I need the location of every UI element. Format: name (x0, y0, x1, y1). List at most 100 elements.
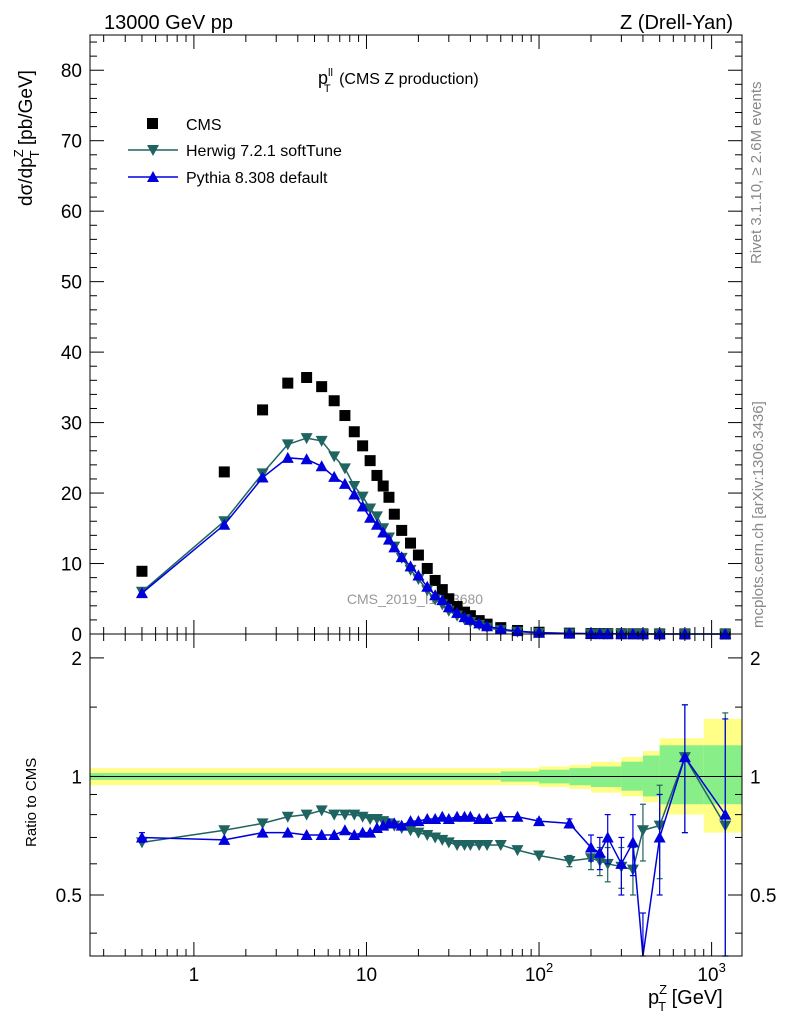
mcplots-text: mcplots.cern.ch [arXiv:1306.3436] (750, 401, 767, 628)
plot-title: pll T (CMS Z production) (318, 67, 479, 95)
cms-data-point (316, 381, 328, 393)
pythia-point (653, 627, 666, 639)
cms-data-point (257, 404, 269, 416)
x-tick-label-base: 10 (697, 965, 718, 986)
cms-data-point (383, 491, 395, 503)
x-tick-label-exponent: 2 (546, 960, 553, 975)
ratio-pythia-point (563, 817, 576, 829)
x-tick-label-base: 1 (189, 965, 200, 986)
pythia-point (328, 470, 341, 482)
ratio-herwig-point (511, 845, 524, 857)
pythia-point (218, 518, 231, 530)
x-tick-label-base: 10 (356, 965, 377, 986)
cms-data-point (339, 410, 351, 422)
main-line-pythia (141, 457, 726, 635)
plot-title-sub: T (324, 83, 331, 95)
ratio-herwig-point (464, 839, 477, 851)
ratio-herwig-point (412, 827, 425, 839)
ratio-pythia-point (593, 846, 606, 858)
plot-title-sup: ll (328, 67, 333, 79)
ratio-herwig-point (315, 805, 328, 817)
x-axis-label: pZ T [GeV] (648, 982, 723, 1014)
herwig-point (328, 451, 341, 463)
ratio-herwig-point (300, 809, 313, 821)
cms-data-point (436, 584, 448, 596)
pythia-point (135, 587, 148, 599)
y-tick-label: 0 (71, 625, 82, 646)
ratio-y-tick-label-right: 2 (750, 649, 761, 670)
x-axis-label-pre: p (648, 987, 659, 1009)
ratio-pythia-point (584, 841, 597, 853)
pythia-point (626, 627, 639, 639)
pythia-point (256, 471, 269, 483)
pythia-point (464, 613, 477, 625)
ratio-pythia-point (395, 819, 408, 831)
ratio-pythia-point (436, 810, 449, 822)
ratio-pythia-point (328, 829, 341, 841)
herwig-point (370, 511, 383, 523)
legend-marker-cms (147, 118, 158, 129)
herwig-point (300, 433, 313, 445)
ratio-herwig-point (481, 839, 494, 851)
pythia-point (494, 623, 507, 635)
ratio-pythia-point (135, 831, 148, 843)
cms-data-point (136, 565, 148, 577)
ratio-pythia-point (511, 810, 524, 822)
ratio-pythia-point (338, 824, 351, 836)
ratio-pythia-point (315, 829, 328, 841)
cms-data-point (421, 562, 433, 574)
ratio-pythia-point (464, 810, 477, 822)
cms-data-point (364, 455, 376, 467)
pythia-point (281, 451, 294, 463)
pythia-point (511, 625, 524, 637)
pythia-point (473, 617, 486, 629)
ratio-pythia-point (494, 810, 507, 822)
cms-data-point (412, 549, 424, 561)
y-tick-label: 10 (61, 555, 82, 576)
y-tick-label: 60 (61, 202, 82, 223)
pythia-point (678, 627, 691, 639)
x-axis-label-sub: T (658, 999, 666, 1014)
legend-label-pythia: Pythia 8.308 default (186, 170, 328, 187)
y-axis-label-pre: dσ/dp (16, 157, 37, 206)
ratio-y-axis-label: Ratio to CMS (23, 758, 40, 847)
header-left: 13000 GeV pp (104, 12, 233, 34)
y-tick-label: 40 (61, 343, 82, 364)
ratio-pythia-point (300, 829, 313, 841)
pythia-point (382, 533, 395, 545)
herwig-point (315, 435, 328, 447)
pythia-point (451, 606, 464, 618)
x-tick-label: 1 (189, 965, 200, 986)
herwig-point (338, 463, 351, 475)
ratio-herwig-point (563, 855, 576, 867)
y-axis-label-sup: Z (11, 149, 26, 157)
pythia-point (615, 627, 628, 639)
ratio-pythia-point (404, 815, 417, 827)
cms-data-point (328, 395, 340, 407)
legend-label-cms: CMS (186, 117, 222, 134)
ratio-pythia-point (626, 836, 639, 848)
ratio-pythia-point (218, 833, 231, 845)
y-tick-label: 80 (61, 61, 82, 82)
cms-data-point (218, 466, 230, 478)
ratio-pythia-point (719, 808, 732, 820)
cms-data-point (282, 377, 294, 389)
ratio-herwig-point (281, 811, 294, 823)
ratio-herwig-point (218, 825, 231, 837)
x-tick-label: 10 (356, 965, 377, 986)
pythia-point (404, 560, 417, 572)
pythia-point (370, 518, 383, 530)
y-tick-label: 20 (61, 484, 82, 505)
ratio-pythia-point (653, 831, 666, 843)
pythia-point (421, 580, 434, 592)
ratio-pythia-point (256, 826, 269, 838)
cms-data-point (357, 440, 369, 452)
y-tick-label: 70 (61, 132, 82, 153)
header-right: Z (Drell-Yan) (620, 12, 733, 34)
ratio-pythia-point (481, 812, 494, 824)
ratio-pythia-point (473, 812, 486, 824)
cms-data-point (388, 508, 400, 520)
legend: CMS Herwig 7.2.1 softTune Pythia 8.308 d… (128, 117, 342, 187)
pythia-point (601, 627, 614, 639)
